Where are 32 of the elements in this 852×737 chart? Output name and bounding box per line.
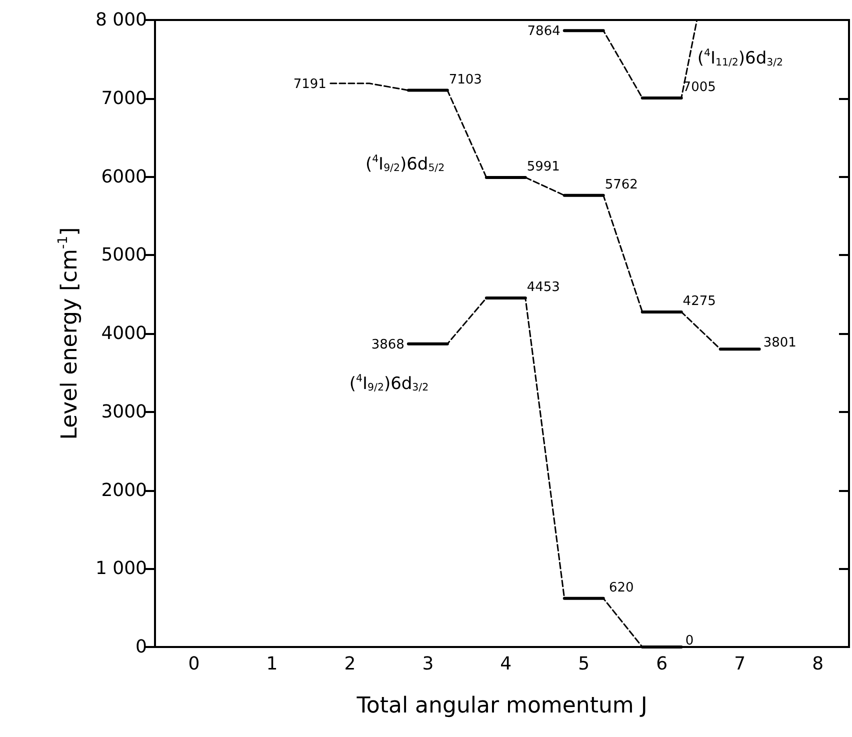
data-label: 4275 (682, 294, 716, 309)
y-tick-label: 3000 (101, 401, 147, 422)
x-tick-label: 8 (812, 654, 824, 674)
x-tick-label: 4 (500, 654, 512, 674)
y-tick-label: 8 000 (95, 10, 147, 30)
y-tick-label: 4000 (101, 323, 147, 344)
data-label: 5762 (604, 177, 638, 192)
x-axis-title: Total angular momentum J (356, 694, 648, 718)
y-axis-title: Level energy [cm-1] (56, 227, 82, 440)
x-tick-label: 6 (656, 654, 668, 674)
x-tick-label: 1 (266, 654, 278, 674)
x-tick-label: 2 (344, 654, 356, 674)
data-label: 0 (685, 634, 694, 648)
y-tick-label: 6000 (101, 166, 147, 188)
y-tick-label: 5000 (101, 244, 147, 266)
data-label: 5991 (526, 159, 560, 174)
x-tick-label: 0 (188, 654, 200, 674)
data-label: 7191 (293, 76, 326, 92)
data-label: 3801 (763, 336, 796, 351)
y-tick-label: 7000 (101, 88, 147, 109)
data-label: 620 (608, 580, 634, 596)
x-tick-label: 7 (734, 654, 746, 674)
y-tick-label: 1 000 (95, 558, 147, 580)
x-tick-label: 5 (578, 654, 590, 674)
y-tick-label: 0 (136, 636, 147, 658)
data-label: 7005 (682, 80, 716, 95)
data-label: 3868 (371, 337, 404, 352)
x-tick-label: 3 (422, 654, 434, 674)
data-label: 4453 (526, 280, 560, 295)
data-label: 7103 (448, 72, 482, 88)
data-label: 7864 (527, 24, 560, 40)
y-tick-label: 2000 (101, 480, 147, 501)
